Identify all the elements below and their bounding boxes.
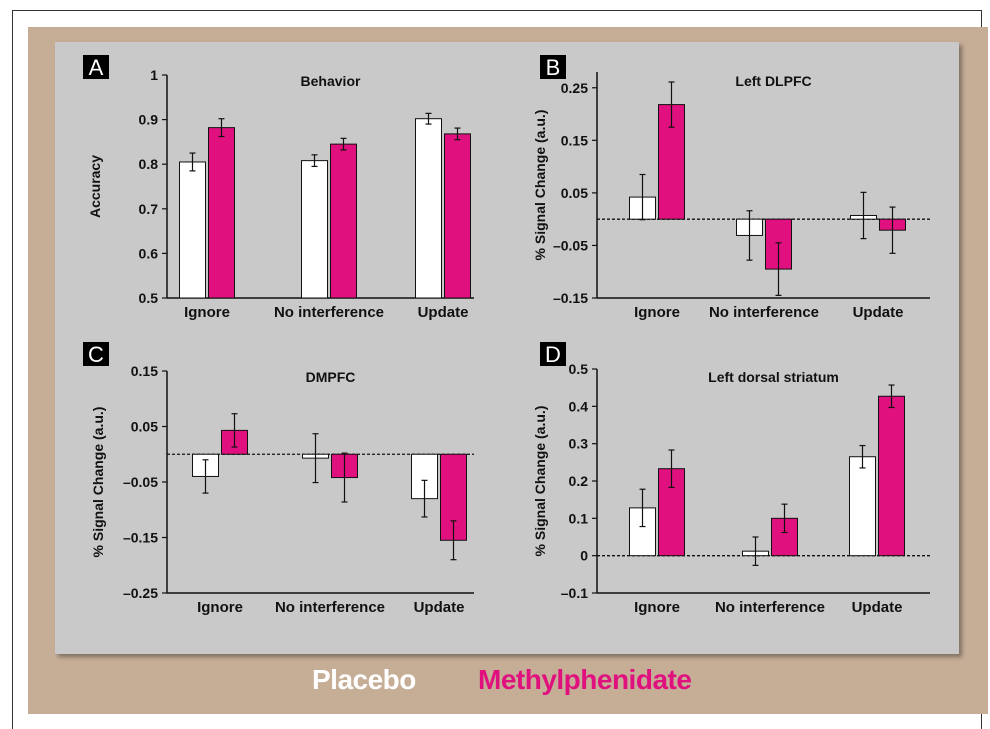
category-label: No interference — [275, 599, 385, 616]
chart-panel-c: C DMPFC –0.25 –0.15 –0.05 0.05 0.15 % Signal Ch… — [83, 342, 474, 616]
legend-placebo: Placebo — [312, 664, 416, 695]
y-axis-label: % Signal Change (a.u.) — [90, 407, 106, 558]
panel-letter-box — [540, 342, 566, 366]
bar-methylphenidate — [208, 127, 235, 299]
bar-placebo — [849, 456, 876, 557]
category-label: Ignore — [184, 304, 230, 321]
panel-letter: B — [546, 55, 561, 80]
y-tick-label: 0.7 — [139, 201, 159, 217]
category-label: Update — [853, 304, 904, 321]
category-label: Ignore — [634, 304, 680, 321]
y-tick-label: 1 — [150, 67, 158, 83]
category-label: Update — [852, 599, 903, 616]
category-label: Update — [418, 304, 469, 321]
panel-letter: C — [88, 342, 104, 367]
y-tick-label: 0.25 — [561, 80, 588, 96]
chart-title: Left DLPFC — [735, 73, 811, 89]
y-tick-label: 0 — [580, 548, 588, 564]
y-tick-label: 0.15 — [561, 132, 588, 148]
chart-title: Behavior — [301, 73, 361, 89]
chart-title: Left dorsal striatum — [708, 369, 839, 385]
y-tick-label: –0.25 — [123, 585, 158, 601]
y-tick-label: –0.15 — [553, 290, 588, 306]
y-axis-label: Accuracy — [87, 155, 103, 218]
category-label: Ignore — [634, 599, 680, 616]
panel-letter-box — [83, 55, 109, 79]
y-tick-label: –0.1 — [561, 585, 588, 601]
panel-letter: A — [89, 55, 104, 80]
y-tick-label: 0.4 — [569, 398, 589, 414]
y-tick-label: –0.15 — [123, 530, 158, 546]
category-label: Update — [414, 599, 465, 616]
panel-letter-box — [83, 342, 109, 366]
chart-panel-b: B Left DLPFC –0.15 –0.05 0.05 0.15 0.25 % Signa… — [532, 55, 930, 321]
y-tick-label: 0.15 — [131, 363, 158, 379]
y-tick-label: 0.8 — [139, 156, 159, 172]
category-label: No interference — [709, 304, 819, 321]
y-tick-label: –0.05 — [123, 474, 158, 490]
frame-left-border — [12, 10, 13, 729]
chart-panel-background — [55, 42, 959, 654]
chart-panel-d: D Left dorsal striatum –0.1 0 0.1 0.2 0.3 0.4 0.… — [532, 342, 930, 616]
frame-top-border — [12, 10, 982, 11]
y-tick-label: 0.5 — [139, 290, 159, 306]
legend-methylphenidate: Methylphenidate — [478, 664, 692, 695]
chart-title: DMPFC — [306, 369, 356, 385]
panel-letter: D — [545, 342, 561, 367]
y-tick-label: –0.05 — [553, 237, 588, 253]
chart-panel-a: A Behavior 0.5 0.6 0.7 0.8 0.9 1 Accuracy Ignore N… — [83, 55, 474, 321]
y-axis-label: % Signal Change (a.u.) — [532, 110, 548, 261]
y-tick-label: 0.05 — [561, 185, 588, 201]
y-tick-label: 0.1 — [569, 510, 589, 526]
category-label: No interference — [715, 599, 825, 616]
y-tick-label: 0.05 — [131, 419, 158, 435]
y-tick-label: 0.6 — [139, 245, 159, 261]
y-axis-label: % Signal Change (a.u.) — [532, 406, 548, 557]
bar-placebo — [179, 161, 206, 299]
bar-placebo — [301, 160, 328, 299]
category-label: Ignore — [197, 599, 243, 616]
panel-letter-box — [540, 55, 566, 79]
y-tick-label: 0.2 — [569, 473, 589, 489]
bar-placebo — [415, 118, 442, 299]
bar-methylphenidate — [444, 133, 471, 299]
bar-methylphenidate — [878, 395, 905, 557]
y-tick-label: 0.3 — [569, 436, 589, 452]
y-tick-label: 0.5 — [569, 361, 589, 377]
y-tick-label: 0.9 — [139, 112, 159, 128]
bar-methylphenidate — [330, 143, 357, 299]
category-label: No interference — [274, 304, 384, 321]
